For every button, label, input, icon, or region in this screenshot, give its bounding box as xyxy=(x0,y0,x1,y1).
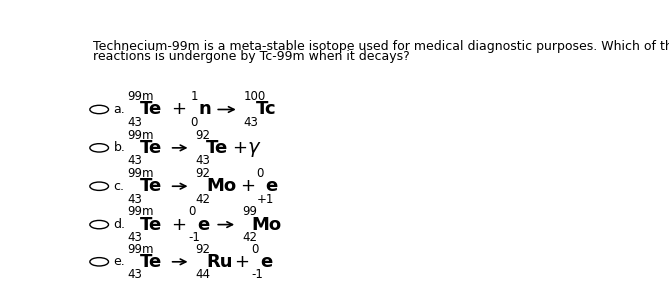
Text: e: e xyxy=(260,253,273,271)
Text: γ: γ xyxy=(248,138,259,157)
Text: 92: 92 xyxy=(195,129,211,142)
Text: 0: 0 xyxy=(256,167,264,180)
Text: Te: Te xyxy=(206,139,228,157)
Text: 99m: 99m xyxy=(128,243,154,255)
Text: 92: 92 xyxy=(195,243,211,255)
Text: Tc: Tc xyxy=(256,101,277,118)
Text: Te: Te xyxy=(140,253,162,271)
Text: +1: +1 xyxy=(256,192,274,206)
Text: 43: 43 xyxy=(195,154,211,167)
Text: 1: 1 xyxy=(191,90,198,103)
Text: e: e xyxy=(266,177,278,195)
Text: 42: 42 xyxy=(242,231,258,244)
Text: -1: -1 xyxy=(251,268,263,281)
Text: 0: 0 xyxy=(189,205,196,218)
Text: 43: 43 xyxy=(128,268,142,281)
Text: 92: 92 xyxy=(195,167,211,180)
Text: 42: 42 xyxy=(195,192,211,206)
Text: +: + xyxy=(232,139,247,157)
Text: Te: Te xyxy=(140,177,162,195)
Text: c.: c. xyxy=(114,180,124,193)
Text: b.: b. xyxy=(114,141,126,154)
Text: 0: 0 xyxy=(191,116,198,129)
Text: 43: 43 xyxy=(244,116,259,129)
Text: Mo: Mo xyxy=(206,177,236,195)
Text: Technecium-99m is a meta-stable isotope used for medical diagnostic purposes. Wh: Technecium-99m is a meta-stable isotope … xyxy=(93,40,669,53)
Text: 43: 43 xyxy=(128,231,142,244)
Text: 99: 99 xyxy=(242,205,258,218)
Text: 0: 0 xyxy=(251,243,258,255)
Text: n: n xyxy=(199,101,211,118)
Text: 99m: 99m xyxy=(128,129,154,142)
Text: d.: d. xyxy=(114,218,126,231)
Text: -1: -1 xyxy=(189,231,200,244)
Text: 43: 43 xyxy=(128,116,142,129)
Text: Ru: Ru xyxy=(206,253,233,271)
Text: e: e xyxy=(198,216,210,234)
Text: +: + xyxy=(235,253,250,271)
Text: 43: 43 xyxy=(128,192,142,206)
Text: reactions is undergone by Tc-99m when it decays?: reactions is undergone by Tc-99m when it… xyxy=(93,50,409,63)
Text: 44: 44 xyxy=(195,268,211,281)
Text: Mo: Mo xyxy=(252,216,282,234)
Text: a.: a. xyxy=(114,103,126,116)
Text: 99m: 99m xyxy=(128,205,154,218)
Text: 99m: 99m xyxy=(128,90,154,103)
Text: e.: e. xyxy=(114,255,126,268)
Text: 99m: 99m xyxy=(128,167,154,180)
Text: Te: Te xyxy=(140,101,162,118)
Text: +: + xyxy=(171,216,186,234)
Text: 100: 100 xyxy=(244,90,266,103)
Text: 43: 43 xyxy=(128,154,142,167)
Text: +: + xyxy=(171,101,186,118)
Text: Te: Te xyxy=(140,216,162,234)
Text: Te: Te xyxy=(140,139,162,157)
Text: +: + xyxy=(240,177,255,195)
